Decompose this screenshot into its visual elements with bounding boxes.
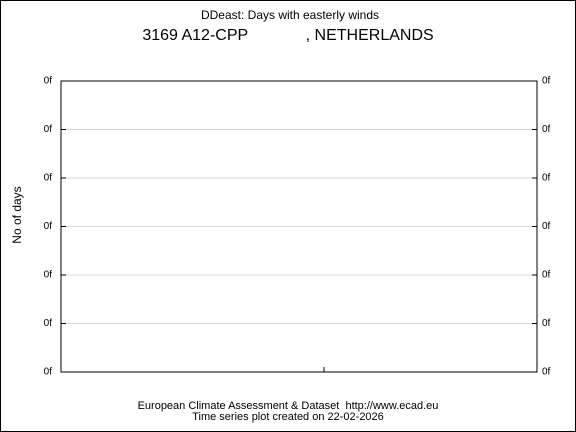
y-tick-label: 0f bbox=[44, 124, 53, 135]
y2-tick-label: 0f bbox=[542, 124, 551, 135]
y2-tick-label: 0f bbox=[542, 367, 551, 378]
y2-tick-label: 0f bbox=[542, 173, 551, 184]
y-tick-label: 0f bbox=[44, 173, 53, 184]
y-tick-label: 0f bbox=[44, 221, 53, 232]
y2-tick-label: 0f bbox=[542, 318, 551, 329]
y-tick-label: 0f bbox=[44, 367, 53, 378]
y2-tick-label: 0f bbox=[542, 76, 551, 87]
chart-title: DDeast: Days with easterly winds bbox=[201, 8, 379, 22]
y-tick-label: 0f bbox=[44, 270, 53, 281]
y2-tick-label: 0f bbox=[542, 221, 551, 232]
footer-line: European Climate Assessment & Dataset ht… bbox=[138, 400, 439, 412]
y-tick-label: 0f bbox=[44, 76, 53, 87]
chart-subtitle: 3169 A12-CPP , NETHERLANDS bbox=[142, 27, 433, 44]
y-tick-label: 0f bbox=[44, 318, 53, 329]
y-axis-label: No of days bbox=[10, 186, 24, 243]
y2-tick-label: 0f bbox=[542, 270, 551, 281]
footer-line: Time series plot created on 22-02-2026 bbox=[192, 411, 384, 423]
